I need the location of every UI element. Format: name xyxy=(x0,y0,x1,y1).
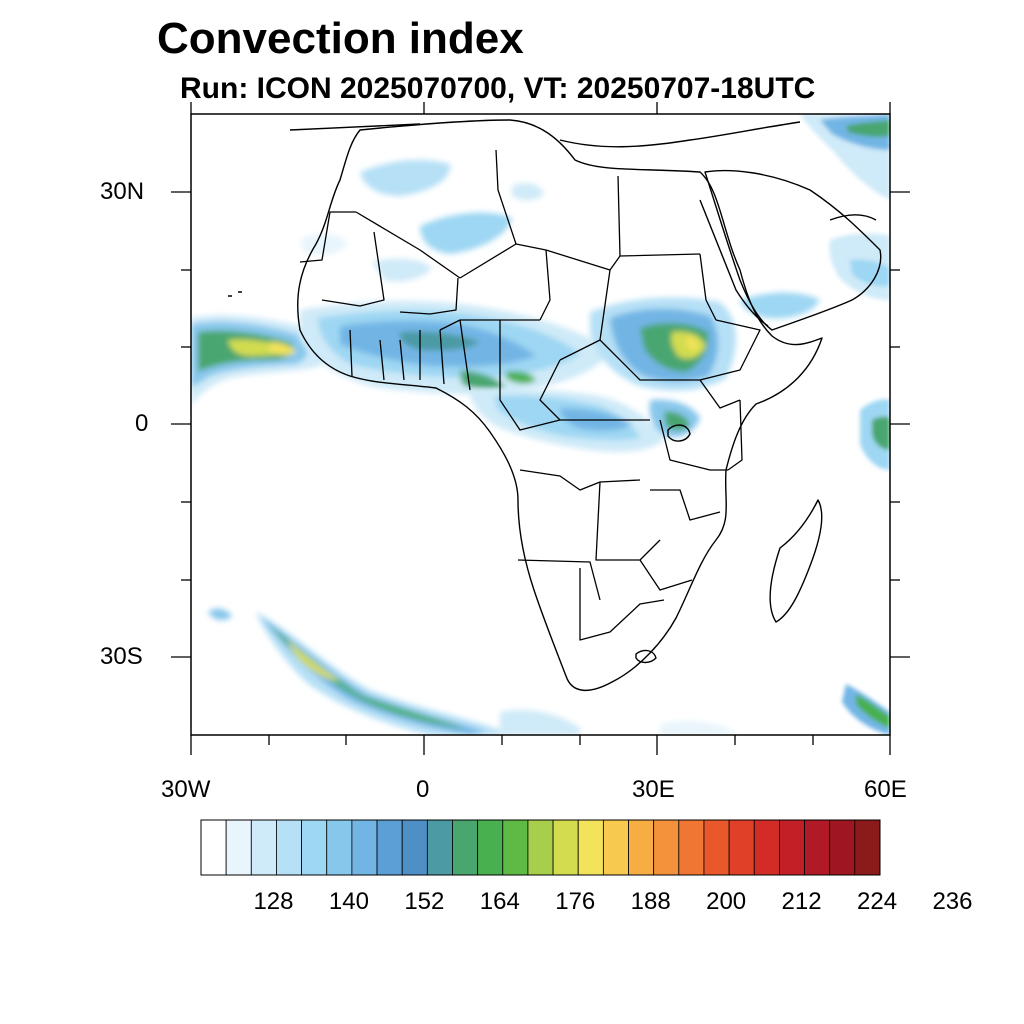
colorbar-swatch xyxy=(854,819,881,876)
colorbar-swatch xyxy=(301,819,328,876)
zone-south-atlantic xyxy=(208,608,740,735)
colorbar-swatch xyxy=(276,819,302,876)
colorbar-swatch xyxy=(779,819,805,876)
chart-subtitle: Run: ICON 2025070700, VT: 20250707-18UTC xyxy=(180,72,816,105)
country-borders xyxy=(299,149,761,641)
y-tick-label: 30S xyxy=(100,643,143,670)
colorbar-label: 212 xyxy=(781,888,822,915)
colorbar-swatch xyxy=(527,819,554,876)
zone-indian-ocean xyxy=(860,399,890,470)
colorbar-swatch xyxy=(250,819,277,876)
zone-sahel xyxy=(300,300,610,395)
colorbar-label: 128 xyxy=(253,888,294,915)
colorbar-swatch xyxy=(326,819,353,876)
colorbar-label: 188 xyxy=(630,888,671,915)
x-tick-label: 60E xyxy=(864,776,907,803)
colorbar-label: 152 xyxy=(404,888,445,915)
colorbar-swatch xyxy=(376,819,403,876)
colorbar-swatch xyxy=(703,819,730,876)
colorbar-label: 200 xyxy=(706,888,747,915)
colorbar-swatch xyxy=(552,819,579,876)
colorbar-swatch xyxy=(829,819,856,876)
axis-ticks xyxy=(171,102,910,755)
colorbar-label: 140 xyxy=(328,888,369,915)
colorbar-swatch xyxy=(502,819,529,876)
colorbar-swatch xyxy=(804,819,831,876)
y-tick-label: 0 xyxy=(135,410,149,437)
colorbar-swatch xyxy=(653,819,680,876)
colorbar-swatch xyxy=(577,819,604,876)
x-tick-label: 30E xyxy=(632,776,675,803)
y-tick-label: 30N xyxy=(100,178,145,205)
colorbar xyxy=(200,819,881,876)
x-tick-label: 30W xyxy=(161,776,211,803)
colorbar-frame xyxy=(200,819,881,876)
colorbar-swatch xyxy=(401,819,428,876)
colorbar-swatch xyxy=(477,819,504,876)
colorbar-label: 236 xyxy=(932,888,973,915)
x-tick-label: 0 xyxy=(416,776,430,803)
colorbar-swatch xyxy=(225,819,252,876)
colorbar-swatch xyxy=(728,819,755,876)
colorbar-swatch xyxy=(753,819,780,876)
colorbar-label: 176 xyxy=(555,888,596,915)
colorbar-swatch xyxy=(200,819,227,876)
colorbar-swatch xyxy=(426,819,453,876)
colorbar-swatch xyxy=(602,819,629,876)
chart-title: Convection index xyxy=(157,14,524,63)
convection-field xyxy=(191,114,890,735)
colorbar-swatch xyxy=(628,819,655,876)
zone-tropical-atlantic xyxy=(191,315,324,406)
zone-ethiopia xyxy=(590,292,820,391)
colorbar-swatch xyxy=(678,819,705,876)
colorbar-label: 164 xyxy=(479,888,520,915)
coastlines xyxy=(228,119,882,691)
colorbar-swatch xyxy=(452,819,479,876)
zone-northeast xyxy=(800,114,890,300)
zone-sahara xyxy=(300,159,544,282)
zone-southeast xyxy=(842,684,890,735)
colorbar-swatch xyxy=(351,819,378,876)
colorbar-label: 224 xyxy=(857,888,898,915)
